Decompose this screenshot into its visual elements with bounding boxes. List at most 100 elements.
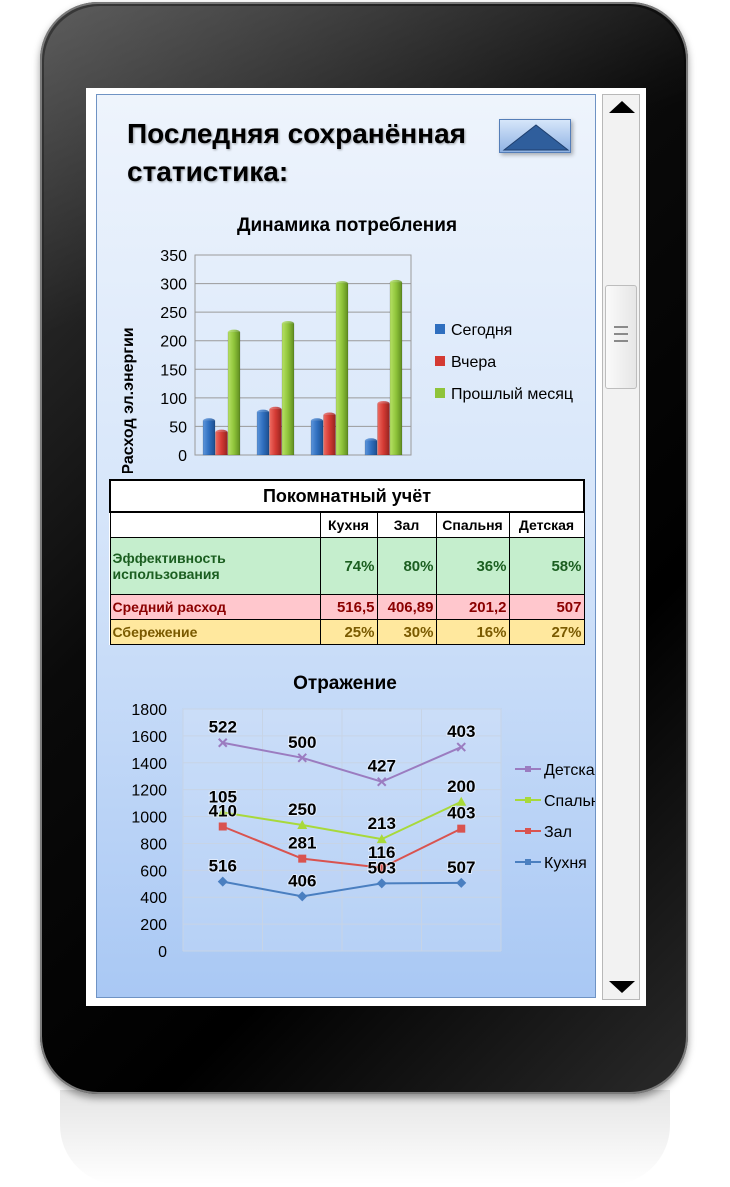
bar-0-0 [202,420,216,456]
scrollbar-thumb[interactable] [605,285,637,389]
bar-ytick-label: 150 [160,362,187,379]
bar-chart-title: Динамика потребления [237,215,457,236]
data-label-3-3: 507 [447,858,475,877]
legend-label-0: Сегодня [451,322,512,339]
bar-2-1 [281,323,295,456]
bar-top-0-3 [365,438,377,444]
bar-ytick-label: 300 [160,277,187,294]
bar-ytick-label: 250 [160,305,187,322]
bar-1-1 [269,409,282,456]
bar-1-0 [215,431,228,456]
bar-1-2 [323,414,336,456]
page-title: Последняя сохранённая статистика: [127,115,466,191]
app-screen: Последняя сохранённая статистика: Динамик… [96,94,596,998]
legend-label-3: Кухня [544,855,587,872]
point-2-3 [457,824,466,833]
series-line-2 [222,825,462,869]
bar-2-0 [227,331,241,456]
grip-line [614,340,628,342]
bar-ytick-label: 200 [160,334,187,351]
data-label-1-0: 105 [209,787,237,806]
grip-line [614,326,628,328]
legend-label-1: Вчера [451,354,496,371]
point-2-1 [298,854,307,863]
legend-label-0: Детская [544,762,596,779]
table-row-efficiency: Эффективность использования 74% 80% 36% … [109,537,585,595]
table-cell: 201,2 [435,594,510,620]
table-header-kids: Детская [508,511,585,538]
line-ytick-label: 1800 [131,702,167,719]
line-ytick-label: 800 [140,836,167,853]
table-cell: 516,5 [319,594,378,620]
point-3-1 [297,891,308,902]
table-cell: 58% [508,537,585,595]
table-cell: 30% [376,619,437,645]
tablet-reflection [60,1090,670,1185]
point-2-2 [377,863,386,872]
page-title-line2: статистика: [127,156,289,187]
triangle-up-icon [502,124,570,151]
point-1-1 [297,820,308,830]
bar-top-0-0 [203,418,215,424]
line-ytick-label: 1600 [131,729,167,746]
row-label: Эффективность использования [109,537,321,595]
line-ytick-label: 1000 [131,810,167,827]
legend-swatch-1 [435,356,445,366]
bar-top-1-3 [377,401,390,407]
scroll-down-arrow-icon[interactable] [609,981,635,993]
bar-2-3 [389,282,403,456]
table-header-hall: Зал [376,511,437,538]
line-ytick-label: 600 [140,863,167,880]
grip-line [614,333,628,335]
bar-top-2-2 [336,281,348,287]
line-ytick-label: 1200 [131,783,167,800]
data-label-2-2: 116 [368,843,395,862]
data-label-0-2: 427 [368,757,396,776]
bar-0-1 [256,411,270,456]
collapse-button[interactable] [499,119,571,153]
table-header-kitchen: Кухня [319,511,378,538]
bar-2-2 [335,283,349,456]
table-row-average: Средний расход 516,5 406,89 201,2 507 [109,594,585,620]
point-1-2 [376,834,387,844]
series-line-3 [222,880,462,898]
legend-label-2: Зал [544,824,572,841]
bar-1-3 [377,403,390,456]
legend-marker-1 [525,797,531,803]
data-label-3-1: 406 [288,871,316,890]
point-3-2 [376,878,387,889]
point-0-2-b [377,777,387,787]
bar-top-1-0 [215,429,228,435]
point-0-3-b [456,742,466,752]
line-chart-title: Отражение [293,673,397,694]
bar-top-1-2 [323,412,336,418]
line-ytick-label: 400 [140,890,167,907]
data-label-0-0: 522 [209,718,237,737]
legend-label-2: Прошлый месяц [451,386,573,403]
bar-ytick-label: 350 [160,248,187,265]
point-0-1-b [297,753,307,763]
vertical-scrollbar[interactable] [602,94,640,1000]
row-label: Сбережение [109,619,321,645]
bar-top-0-2 [311,418,323,424]
data-label-1-1: 250 [288,800,316,819]
point-1-3 [456,796,467,806]
legend-marker-0 [525,766,531,772]
bar-top-2-0 [228,329,240,335]
table-cell: 406,89 [376,594,437,620]
bar-ytick-label: 0 [178,448,187,465]
table-cell: 16% [435,619,510,645]
point-1-0 [217,807,228,817]
series-line-0 [222,741,462,783]
bar-top-1-1 [269,406,282,412]
legend-swatch-0 [435,324,445,334]
table-cell: 36% [435,537,510,595]
scroll-up-arrow-icon[interactable] [609,101,635,113]
legend-swatch-2 [435,388,445,398]
legend-label-1: Спальня [544,793,596,810]
data-label-2-3: 403 [447,804,475,823]
data-label-1-3: 200 [447,777,475,796]
bar-ytick-label: 50 [169,419,187,436]
data-label-2-1: 281 [288,834,316,853]
bar-top-0-1 [257,409,269,415]
